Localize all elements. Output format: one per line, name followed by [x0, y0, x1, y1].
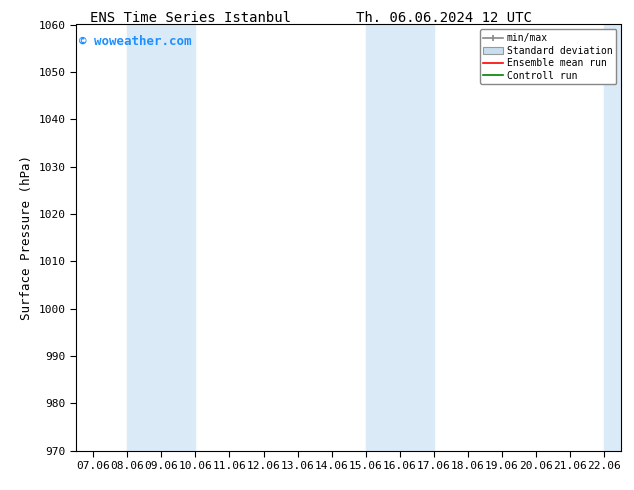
- Bar: [604, 24, 621, 451]
- Text: © woweather.com: © woweather.com: [79, 35, 191, 48]
- Bar: [366, 24, 434, 451]
- Text: Th. 06.06.2024 12 UTC: Th. 06.06.2024 12 UTC: [356, 11, 532, 25]
- Y-axis label: Surface Pressure (hPa): Surface Pressure (hPa): [20, 155, 33, 320]
- Legend: min/max, Standard deviation, Ensemble mean run, Controll run: min/max, Standard deviation, Ensemble me…: [479, 29, 616, 84]
- Bar: [127, 24, 195, 451]
- Text: ENS Time Series Istanbul: ENS Time Series Istanbul: [89, 11, 291, 25]
